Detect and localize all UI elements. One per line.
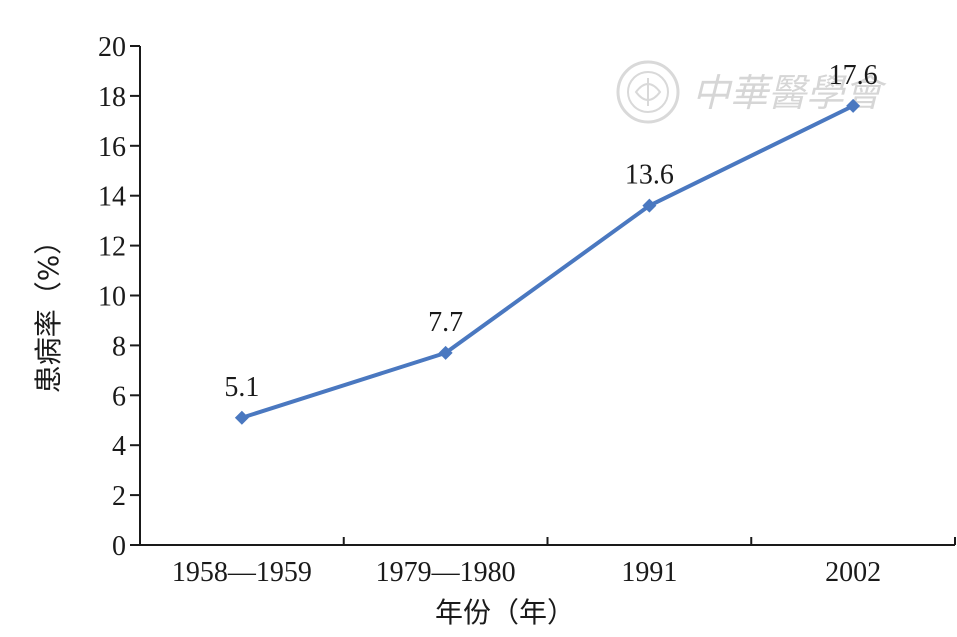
y-axis-title: 患病率（%）	[32, 227, 65, 394]
y-tick-label: 4	[112, 431, 126, 462]
x-tick-label: 1979—1980	[376, 557, 516, 588]
data-point-marker	[438, 345, 453, 360]
x-tick-label: 1991	[621, 557, 677, 588]
watermark-seal-icon	[616, 60, 680, 124]
x-tick-label: 1958—1959	[172, 557, 312, 588]
data-label: 7.7	[428, 307, 463, 338]
data-point-marker	[846, 98, 861, 113]
x-tick-label: 2002	[825, 557, 881, 588]
y-tick-label: 18	[98, 82, 126, 113]
y-tick-label: 14	[98, 182, 126, 213]
y-tick-label: 12	[98, 232, 126, 263]
data-labels: 5.1 7.7 13.6 17.6	[224, 60, 877, 403]
y-tick-label: 8	[112, 331, 126, 362]
y-tick-label: 20	[98, 32, 126, 63]
y-tick-label: 10	[98, 282, 126, 313]
x-axis-title: 年份（年）	[435, 596, 575, 629]
data-label: 13.6	[625, 160, 674, 191]
y-tick-label: 0	[112, 531, 126, 562]
y-tick-label: 2	[112, 481, 126, 512]
data-label: 5.1	[224, 372, 259, 403]
y-tick-label: 6	[112, 381, 126, 412]
series-line	[241, 104, 855, 420]
y-tick-label: 16	[98, 132, 126, 163]
x-ticks: 1958—1959 1979—1980 1991 2002	[172, 537, 956, 588]
data-point-marker	[234, 410, 249, 425]
data-label: 17.6	[829, 60, 878, 91]
data-point-marker	[642, 198, 657, 213]
y-ticks: 0 2 4 6 8 10 12 14 16 18 20	[98, 32, 140, 562]
series-layer	[234, 98, 861, 425]
